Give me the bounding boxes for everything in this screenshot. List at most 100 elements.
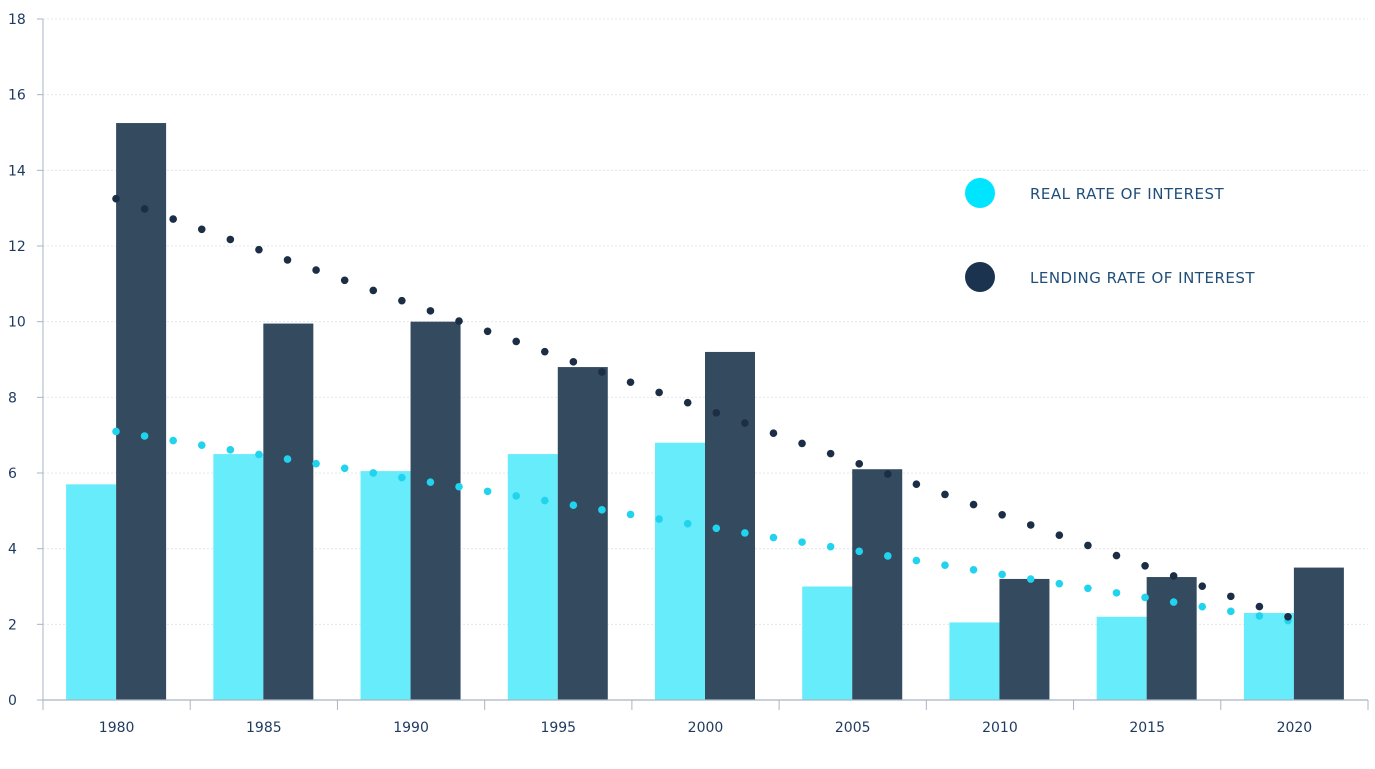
- trend-dot-lending: [540, 347, 549, 356]
- trend-dot-lending: [1084, 541, 1092, 550]
- trendlines: [112, 194, 1292, 625]
- bar-real-2010: [949, 622, 1000, 700]
- trend-dot-lending: [598, 368, 606, 376]
- trend-dot-real: [855, 547, 864, 556]
- x-tick-label: 2005: [835, 720, 871, 736]
- trend-dot-real: [1255, 612, 1264, 620]
- trend-dot-real: [140, 432, 149, 440]
- bar-lending-1995: [557, 367, 608, 700]
- trend-dot-real: [998, 570, 1006, 579]
- trend-dot-real: [884, 552, 892, 560]
- trend-dot-lending: [769, 429, 778, 438]
- trend-dot-real: [312, 459, 320, 468]
- trend-dot-lending: [798, 439, 806, 448]
- trend-dot-lending: [969, 500, 978, 509]
- trend-dot-real: [226, 446, 235, 454]
- trend-dot-real: [1227, 607, 1235, 616]
- x-axis: 1980 1985 1990 1995 2000 2005 2010 2015 2020: [42, 699, 1369, 736]
- y-tick-label: 6: [8, 466, 17, 482]
- trend-dot-real: [626, 510, 635, 519]
- trend-dot-real: [655, 515, 663, 523]
- trend-dot-real: [169, 436, 177, 445]
- bar-real-1980: [66, 484, 117, 700]
- x-tick-label: 2015: [1129, 720, 1165, 736]
- trend-dot-real: [712, 524, 721, 533]
- legend-item-lending: LENDING RATE OF INTEREST: [965, 262, 1255, 292]
- trend-dot-lending: [1141, 561, 1149, 570]
- trend-dot-real: [255, 450, 263, 459]
- trend-dot-real: [1084, 584, 1092, 593]
- trend-dot-lending: [226, 235, 235, 244]
- trend-dot-real: [483, 487, 492, 496]
- bar-real-2020: [1243, 612, 1294, 700]
- trend-dot-real: [112, 427, 120, 436]
- bar-lending-2000: [705, 351, 755, 700]
- bar-real-2015: [1096, 616, 1147, 700]
- trend-dot-lending: [1169, 572, 1178, 580]
- trend-dot-lending: [826, 449, 835, 458]
- bar-real-1985: [213, 454, 264, 700]
- x-tick-label: 2000: [688, 720, 724, 736]
- trend-dot-real: [283, 455, 292, 463]
- trend-dot-real: [769, 533, 778, 542]
- trend-dot-lending: [912, 480, 921, 489]
- bar-real-1995: [507, 454, 558, 700]
- bar-lending-2015: [1146, 577, 1197, 700]
- trend-dot-lending: [626, 378, 635, 387]
- trend-dot-real: [798, 538, 806, 546]
- bar-real-1990: [360, 471, 411, 700]
- trend-dot-lending: [1026, 521, 1035, 529]
- x-tick-label: 1980: [99, 720, 135, 736]
- trend-dot-lending: [1055, 531, 1064, 539]
- trend-dot-real: [540, 496, 549, 505]
- trend-dot-lending: [1255, 602, 1264, 611]
- trend-dot-real: [1169, 598, 1178, 606]
- y-tick-label: 4: [8, 542, 17, 558]
- trend-dot-lending: [255, 245, 263, 254]
- trend-dot-lending: [1227, 592, 1235, 601]
- trend-dot-real: [340, 464, 349, 473]
- trend-dot-lending: [112, 194, 120, 203]
- x-tick-label: 1995: [540, 720, 576, 736]
- trend-dot-lending: [369, 286, 378, 295]
- bar-lending-2005: [852, 469, 903, 700]
- y-tick-label: 18: [8, 12, 26, 28]
- trend-dot-lending: [1112, 551, 1121, 560]
- trend-dot-lending: [283, 256, 292, 264]
- trend-dot-real: [512, 492, 520, 500]
- trend-dot-lending: [569, 358, 578, 366]
- legend-marker-real: [965, 178, 995, 208]
- x-tick-label: 1990: [393, 720, 429, 736]
- trend-dot-lending: [1198, 582, 1207, 590]
- trend-dot-lending: [741, 419, 749, 427]
- bar-lending-2010: [999, 578, 1050, 700]
- trend-dot-real: [598, 506, 606, 514]
- trend-dot-real: [1055, 579, 1064, 588]
- trend-dot-real: [941, 561, 949, 569]
- trend-dot-real: [398, 473, 406, 482]
- trend-dot-real: [1141, 593, 1149, 602]
- trend-dot-real: [455, 482, 463, 491]
- y-axis: 0 2 4 6 8 10 12 14 16 18: [8, 12, 44, 710]
- bar-real-2000: [655, 442, 705, 700]
- y-tick-label: 0: [8, 693, 17, 709]
- trend-dot-lending: [683, 398, 692, 407]
- x-tick-label: 1985: [246, 720, 282, 736]
- bar-lending-2020: [1293, 567, 1344, 700]
- trend-dot-real: [569, 501, 578, 510]
- trend-dot-real: [197, 441, 206, 450]
- trend-dot-lending: [140, 205, 149, 213]
- legend-marker-lending: [965, 262, 995, 292]
- trend-dot-lending: [483, 327, 492, 336]
- trend-dot-lending: [512, 337, 520, 346]
- x-tick-label: 2010: [982, 720, 1018, 736]
- trend-dot-lending: [884, 470, 892, 478]
- trend-dot-lending: [312, 266, 320, 274]
- trend-dot-real: [969, 565, 978, 574]
- trend-dot-lending: [426, 307, 435, 315]
- bar-real-2005: [802, 586, 853, 700]
- legend-label-lending: LENDING RATE OF INTEREST: [1030, 269, 1255, 287]
- trend-dot-real: [826, 542, 835, 551]
- bar-lending-1990: [410, 321, 461, 700]
